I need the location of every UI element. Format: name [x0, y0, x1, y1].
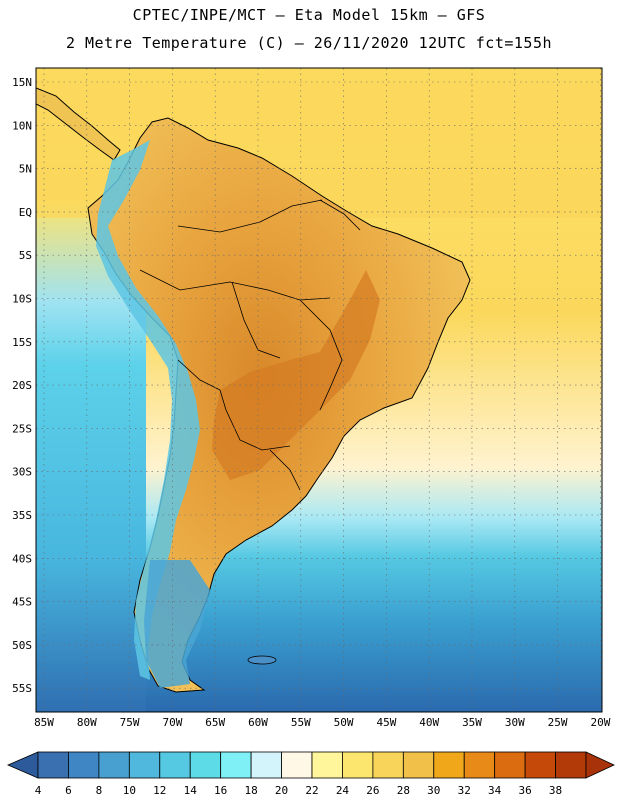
- colorbar-swatch: [402, 751, 435, 779]
- colorbar-label: 24: [336, 784, 350, 797]
- colorbar-swatch: [189, 751, 222, 779]
- colorbar-label: 36: [518, 784, 531, 797]
- longitude-label: 55W: [291, 716, 311, 729]
- colorbar-swatch: [372, 751, 404, 779]
- colorbar-label: 12: [153, 784, 166, 797]
- colorbar-label: 14: [184, 784, 198, 797]
- latitude-label: 15N: [12, 76, 32, 89]
- country-borders: [139, 199, 361, 491]
- longitude-label: 85W: [34, 716, 54, 729]
- longitude-label: 25W: [548, 716, 568, 729]
- colorbar-swatch: [220, 751, 252, 779]
- colorbar-swatch: [128, 751, 161, 779]
- colorbar-swatch: [494, 751, 526, 779]
- colorbar-swatch: [37, 751, 69, 779]
- colorbar-swatch: [68, 751, 100, 779]
- colorbar-swatch: [524, 751, 556, 779]
- colorbar-swatch: [463, 751, 496, 779]
- colorbar-left-arrow: [6, 751, 39, 779]
- colorbar-label: 8: [96, 784, 103, 797]
- latitude-label: 10S: [12, 293, 32, 306]
- colorbar-label: 32: [458, 784, 471, 797]
- latitude-label: 15S: [12, 336, 32, 349]
- latitude-label: 5N: [19, 163, 32, 176]
- latitude-label: 45S: [12, 596, 32, 609]
- colorbar-labels: 4 6 8 10 12 14 16 18 20 22 24 26 28 30 32 34 36 38: [35, 784, 562, 797]
- graticule: [36, 68, 602, 712]
- latitude-label: 5S: [19, 249, 32, 262]
- colorbar-label: 38: [549, 784, 562, 797]
- colorbar-label: 30: [427, 784, 440, 797]
- colorbar: [6, 751, 615, 779]
- chart-title-line1: CPTEC/INPE/MCT – Eta Model 15km – GFS: [132, 6, 486, 24]
- falkland-islands: [247, 655, 277, 665]
- latitude-label: 10N: [12, 119, 32, 132]
- colorbar-label: 16: [214, 784, 227, 797]
- colorbar-swatch: [281, 751, 313, 779]
- colorbar-label: 6: [65, 784, 72, 797]
- latitude-label: 35S: [12, 509, 32, 522]
- latitude-label: 30S: [12, 466, 32, 479]
- map-area: [36, 68, 602, 712]
- colorbar-swatch: [98, 751, 130, 779]
- colorbar-label: 10: [123, 784, 136, 797]
- longitude-label: 45W: [376, 716, 396, 729]
- colorbar-swatch: [555, 751, 587, 779]
- andes-cool-region: [96, 140, 200, 680]
- latitude-label: 25S: [12, 422, 32, 435]
- longitude-label: 50W: [334, 716, 354, 729]
- hot-core-region: [212, 270, 380, 480]
- latitude-label: 40S: [12, 552, 32, 565]
- patagonia-cool-region: [144, 560, 210, 688]
- latitude-label: 20S: [12, 379, 32, 392]
- latitude-labels: 15N 10N 5N EQ 5S 10S 15S 20S 25S 30S 35S 40S 45S 50S 5…: [12, 76, 32, 695]
- colorbar-swatch: [342, 751, 374, 779]
- colorbar-swatch: [433, 751, 465, 779]
- longitude-label: 30W: [505, 716, 525, 729]
- longitude-label: 40W: [419, 716, 439, 729]
- colorbar-label: 22: [305, 784, 318, 797]
- latitude-label: 50S: [12, 639, 32, 652]
- map-frame: [35, 67, 603, 713]
- colorbar-label: 4: [35, 784, 42, 797]
- colorbar-swatch: [250, 751, 282, 779]
- longitude-label: 70W: [162, 716, 182, 729]
- colorbar-swatch: [311, 751, 343, 779]
- colorbar-right-arrow: [585, 751, 615, 779]
- latitude-label: EQ: [19, 206, 32, 219]
- longitude-labels: 85W 80W 75W 70W 65W 60W 55W 50W 45W 40W 35W 30W 25W 2…: [34, 716, 611, 729]
- longitude-label: 60W: [248, 716, 268, 729]
- longitude-label: 35W: [462, 716, 482, 729]
- colorbar-label: 34: [488, 784, 502, 797]
- colorbar-label: 26: [366, 784, 379, 797]
- longitude-label: 65W: [205, 716, 225, 729]
- colorbar-swatch: [159, 751, 191, 779]
- longitude-label: 80W: [77, 716, 97, 729]
- colorbar-label: 18: [244, 784, 257, 797]
- colorbar-label: 28: [397, 784, 410, 797]
- latitude-label: 55S: [12, 682, 32, 695]
- longitude-label: 75W: [120, 716, 140, 729]
- chart-title-line2: 2 Metre Temperature (C) – 26/11/2020 12U…: [65, 34, 553, 52]
- colorbar-label: 20: [275, 784, 288, 797]
- longitude-label: 20W: [590, 716, 610, 729]
